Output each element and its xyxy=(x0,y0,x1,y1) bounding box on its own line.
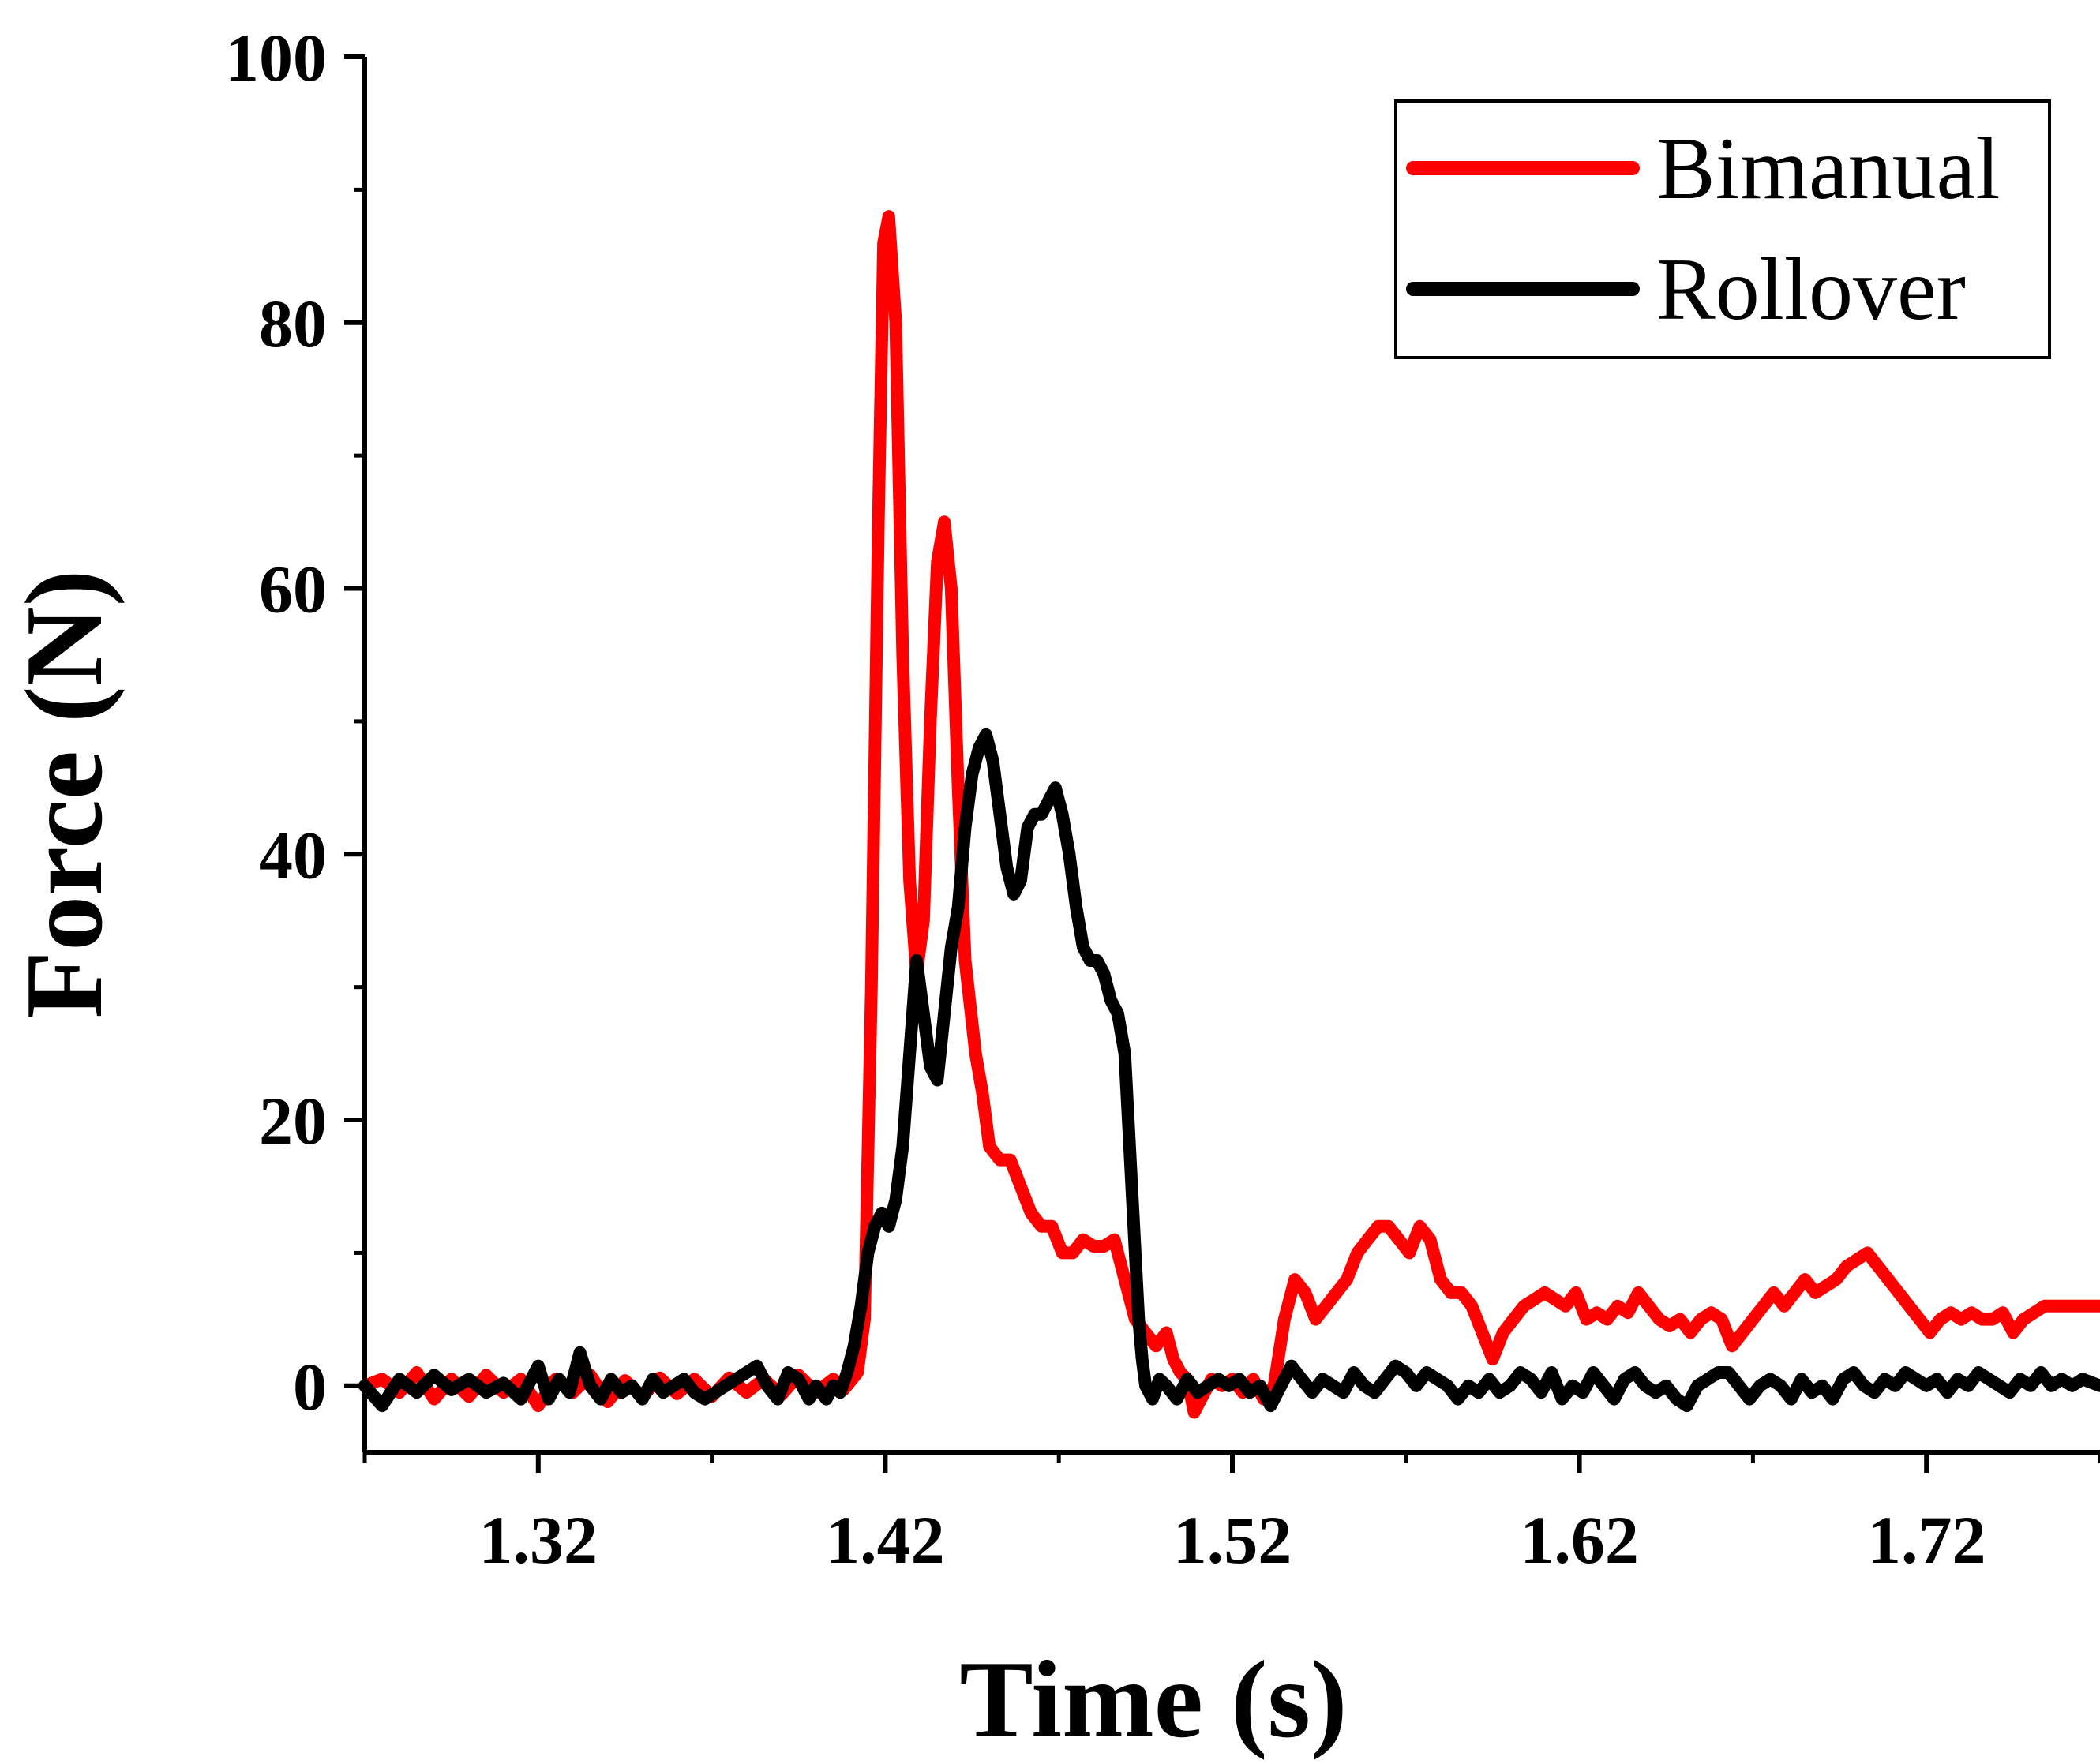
y-tick-label: 60 xyxy=(259,552,327,627)
legend-label-bimanual: Bimanual xyxy=(1656,120,2000,218)
y-tick-label: 100 xyxy=(225,20,327,96)
x-axis-title: Time (s) xyxy=(959,1639,1347,1761)
x-tick-label: 1.62 xyxy=(1520,1502,1639,1578)
y-axis-title: Force (N) xyxy=(3,570,126,1019)
y-tick-label: 40 xyxy=(259,817,327,893)
legend-label-rollover: Rollover xyxy=(1656,241,1966,339)
legend-box xyxy=(1394,99,2051,359)
x-tick-label: 1.52 xyxy=(1173,1502,1292,1578)
series-line-rollover xyxy=(358,728,2100,1413)
x-tick-label: 1.32 xyxy=(479,1502,598,1578)
legend: Bimanual Rollover xyxy=(1394,99,2051,359)
x-tick-label: 1.42 xyxy=(826,1502,945,1578)
series-line-bimanual xyxy=(358,210,2100,1419)
y-tick-label: 80 xyxy=(259,286,327,361)
tick-labels: 0 20 40 60 80 100 1.32 1.42 1.52 1.62 1.72 xyxy=(225,20,1986,1578)
x-tick-label: 1.72 xyxy=(1867,1502,1986,1578)
plot-area xyxy=(358,210,2100,1419)
y-tick-label: 0 xyxy=(293,1349,327,1425)
tick-marks xyxy=(344,54,2100,1473)
y-tick-label: 20 xyxy=(259,1083,327,1159)
